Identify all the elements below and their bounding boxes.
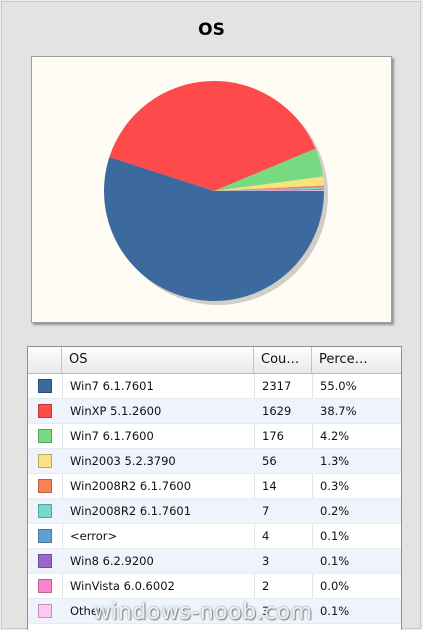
legend-swatch [38, 604, 52, 618]
legend-swatch [38, 404, 52, 418]
color-cell [28, 399, 62, 423]
header-count[interactable]: Cou… [254, 347, 312, 373]
table-row[interactable]: Win2008R2 6.1.7601 7 0.2% [28, 499, 401, 524]
os-cell: WinXP 5.1.2600 [70, 404, 162, 418]
count-cell: 3 [262, 554, 270, 568]
count-cell: 1629 [262, 404, 292, 418]
pie-chart [103, 81, 328, 305]
table-row[interactable]: <error> 4 0.1% [28, 524, 401, 549]
color-cell [28, 449, 62, 473]
count-cell: 4 [262, 529, 270, 543]
percent-cell: 38.7% [320, 404, 357, 418]
percent-cell: 55.0% [320, 379, 357, 393]
percent-cell: 0.2% [320, 504, 350, 518]
color-cell [28, 474, 62, 498]
legend-swatch [38, 504, 52, 518]
os-cell: Win7 6.1.7600 [70, 429, 154, 443]
chart-title: OS [198, 20, 225, 40]
legend-swatch [38, 579, 52, 593]
grid-header: OS Cou… Perce… [28, 347, 401, 374]
os-data-grid: OS Cou… Perce… Win7 6.1.7601 2317 55.0% Win… [27, 346, 402, 630]
table-row[interactable]: Win7 6.1.7600 176 4.2% [28, 424, 401, 449]
os-cell: Win7 6.1.7601 [70, 379, 154, 393]
os-cell: Win2008R2 6.1.7601 [70, 504, 192, 518]
percent-cell: 0.1% [320, 554, 350, 568]
percent-cell: 1.3% [320, 454, 350, 468]
pie-slice[interactable] [109, 81, 316, 191]
header-percent[interactable]: Perce… [319, 352, 368, 367]
pie-slice[interactable] [214, 188, 324, 191]
chart-panel [31, 56, 392, 323]
color-cell [28, 524, 62, 548]
legend-swatch [38, 379, 52, 393]
percent-cell: 0.1% [320, 604, 350, 618]
watermark: windows-noob.com [93, 600, 313, 625]
table-row[interactable]: Other 3 0.1% [28, 599, 401, 624]
color-cell [28, 424, 62, 448]
os-cell: <error> [70, 529, 118, 543]
percent-cell: 0.0% [320, 579, 350, 593]
legend-swatch [38, 529, 52, 543]
table-row[interactable]: WinXP 5.1.2600 1629 38.7% [28, 399, 401, 424]
grid-body: Win7 6.1.7601 2317 55.0% WinXP 5.1.2600 1629… [28, 374, 401, 624]
count-cell: 2317 [262, 379, 292, 393]
count-cell: 56 [262, 454, 277, 468]
color-cell [28, 574, 62, 598]
pie-slice[interactable] [214, 187, 324, 191]
legend-swatch [38, 554, 52, 568]
table-row[interactable]: Win8 6.2.9200 3 0.1% [28, 549, 401, 574]
count-cell: 176 [262, 429, 284, 443]
color-cell [28, 374, 62, 398]
pie-slice[interactable] [214, 176, 324, 191]
count-cell: 14 [262, 479, 277, 493]
table-row[interactable]: WinVista 6.0.6002 2 0.0% [28, 574, 401, 599]
legend-swatch [38, 479, 52, 493]
os-cell: WinVista 6.0.6002 [70, 579, 175, 593]
header-os[interactable]: OS [62, 347, 254, 373]
color-cell [28, 599, 62, 623]
os-cell: Win8 6.2.9200 [70, 554, 154, 568]
pie-slice[interactable] [103, 157, 324, 301]
color-cell [28, 499, 62, 523]
os-cell: Win2003 5.2.3790 [70, 454, 176, 468]
header-color[interactable] [28, 347, 62, 373]
percent-cell: 4.2% [320, 429, 350, 443]
count-cell: 7 [262, 504, 270, 518]
table-row[interactable]: Win7 6.1.7601 2317 55.0% [28, 374, 401, 399]
percent-cell: 0.3% [320, 479, 350, 493]
table-row[interactable]: Win2003 5.2.3790 56 1.3% [28, 449, 401, 474]
legend-swatch [38, 454, 52, 468]
legend-swatch [38, 429, 52, 443]
count-cell: 3 [262, 604, 270, 618]
os-cell: Other [70, 604, 103, 618]
pie-slices [103, 81, 324, 301]
color-cell [28, 549, 62, 573]
table-row[interactable]: Win2008R2 6.1.7600 14 0.3% [28, 474, 401, 499]
percent-cell: 0.1% [320, 529, 350, 543]
pie-slice[interactable] [214, 185, 324, 191]
pie-slice[interactable] [214, 189, 324, 191]
pie-slice[interactable] [214, 190, 324, 191]
count-cell: 2 [262, 579, 270, 593]
pie-slice[interactable] [214, 148, 324, 191]
os-cell: Win2008R2 6.1.7600 [70, 479, 192, 493]
